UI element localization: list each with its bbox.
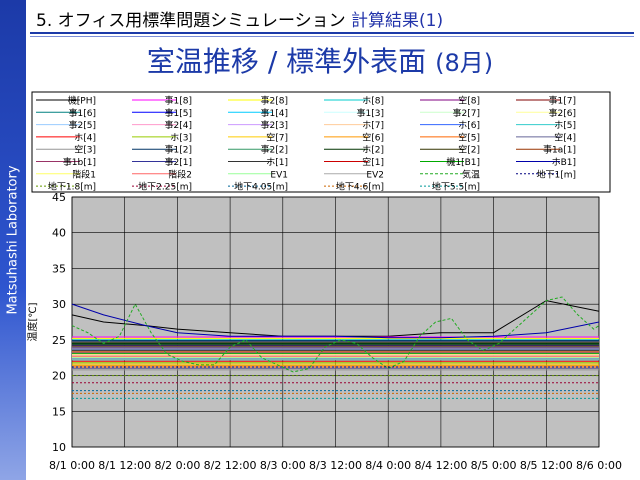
x-tick-label: 8/4 0:00 — [365, 459, 411, 472]
section-title: 5. オフィス用標準問題シミュレーション — [36, 11, 346, 31]
legend-label: ホ[2] — [362, 145, 384, 156]
x-tick-label: 8/2 12:00 — [204, 459, 257, 472]
legend-label: ホ[5] — [554, 120, 576, 131]
section-result-label: 計算結果(1) — [351, 11, 444, 31]
legend-box — [31, 91, 611, 193]
legend-label: 事2[8] — [261, 95, 288, 107]
y-tick-label: 10 — [52, 441, 66, 454]
legend-label: 空[5] — [458, 131, 480, 143]
y-axis-label: 温度[℃] — [26, 302, 39, 341]
legend-label: 事1[5] — [165, 107, 192, 119]
legend-label: ホ[7] — [362, 120, 384, 131]
legend-label: EV2 — [366, 170, 384, 180]
legend-label: 地下4.05[m] — [234, 181, 288, 193]
legend-label: EV1 — [270, 170, 288, 180]
y-tick-label: 30 — [52, 298, 66, 311]
section-header: 5. オフィス用標準問題シミュレーション 計算結果(1) — [36, 6, 443, 31]
x-tick-label: 8/4 12:00 — [414, 459, 467, 472]
legend-label: 空[6] — [362, 131, 384, 143]
legend-label: 事1[8] — [165, 95, 192, 107]
legend-label: 事1b[1] — [63, 156, 96, 168]
series-line-40 — [71, 296, 600, 373]
legend-label: 地下4.6[m] — [336, 181, 384, 193]
legend-label: 事1[2] — [165, 144, 192, 156]
legend-label: 事1[6] — [69, 107, 96, 119]
legend-label: 事2[4] — [165, 119, 192, 131]
y-tick-label: 15 — [52, 405, 66, 418]
y-tick-label: 45 — [52, 191, 66, 204]
legend-label: 事1[3] — [357, 107, 384, 119]
legend-label: 事2[3] — [261, 119, 288, 131]
legend-label: 機1[B1] — [446, 156, 480, 168]
legend-label: ホ[4] — [74, 132, 96, 143]
series-line-35 — [71, 303, 600, 339]
legend-label: ホ[8] — [362, 96, 384, 107]
slide-title: 室温推移 / 標準外表面 (8月) — [0, 40, 640, 80]
x-tick-label: 8/1 0:00 — [49, 459, 95, 472]
legend-label: 空[4] — [554, 131, 576, 143]
y-tick-label: 35 — [52, 262, 66, 275]
legend-label: 空[3] — [74, 144, 96, 156]
legend-label: 気温 — [462, 168, 480, 180]
x-tick-label: 8/1 12:00 — [98, 459, 151, 472]
legend-label: 地下1.8[m] — [48, 181, 96, 193]
legend-label: 階段1 — [72, 168, 96, 180]
x-tick-label: 8/5 0:00 — [471, 459, 517, 472]
sidebar-band: Matsuhashi Laboratory — [0, 0, 26, 480]
y-tick-label: 40 — [52, 227, 66, 240]
legend-label: 事1[4] — [261, 107, 288, 119]
header-rule — [30, 32, 634, 34]
legend-label: 事1a[1] — [543, 144, 576, 156]
legend-label: 機[PH] — [68, 95, 96, 107]
legend-label: ホB1] — [552, 157, 576, 168]
legend-label: 事2[7] — [453, 107, 480, 119]
y-tick-label: 20 — [52, 370, 66, 383]
legend-label: 事2[1] — [165, 156, 192, 168]
y-tick-label: 25 — [52, 334, 66, 347]
legend-label: 事1[7] — [549, 95, 576, 107]
legend-label: 空[2] — [458, 144, 480, 156]
legend-label: ホ[1] — [266, 157, 288, 168]
x-tick-label: 8/6 0:00 — [576, 459, 622, 472]
legend-label: ホ[3] — [170, 132, 192, 143]
header-rule-thin — [30, 36, 634, 37]
legend-label: 事2[6] — [549, 107, 576, 119]
slide-title-month: (8月) — [435, 49, 494, 77]
x-tick-label: 8/3 0:00 — [260, 459, 306, 472]
legend-label: 地下5.5[m] — [432, 181, 480, 193]
legend-label: 事2[5] — [69, 119, 96, 131]
legend-label: 地下1[m] — [536, 168, 576, 180]
legend-label: 地下2.25[m] — [138, 181, 192, 193]
slide-title-main: 室温推移 / 標準外表面 — [146, 45, 427, 78]
legend-label: 空[7] — [266, 131, 288, 143]
legend-label: 事2[2] — [261, 144, 288, 156]
legend-label: 空[1] — [362, 156, 384, 168]
x-tick-label: 8/2 0:00 — [154, 459, 200, 472]
x-tick-label: 8/3 12:00 — [309, 459, 362, 472]
x-tick-label: 8/5 12:00 — [520, 459, 573, 472]
legend-label: 階段2 — [168, 168, 192, 180]
legend-label: 空[8] — [458, 95, 480, 107]
legend-label: ホ[6] — [458, 120, 480, 131]
